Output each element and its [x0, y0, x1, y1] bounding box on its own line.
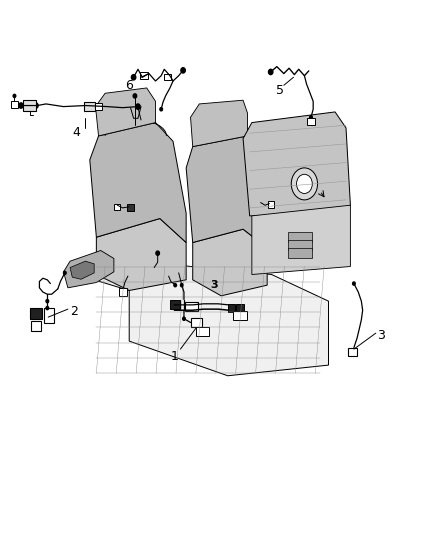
- Polygon shape: [77, 264, 328, 376]
- Circle shape: [174, 284, 177, 287]
- Circle shape: [297, 174, 312, 193]
- Circle shape: [64, 271, 66, 274]
- Bar: [191, 318, 201, 327]
- Bar: [288, 240, 312, 250]
- Circle shape: [136, 104, 140, 109]
- Circle shape: [310, 116, 312, 119]
- Text: 5: 5: [276, 84, 284, 97]
- Text: 3: 3: [210, 280, 218, 290]
- Text: 1: 1: [170, 350, 178, 362]
- Polygon shape: [243, 112, 350, 216]
- Bar: [31, 321, 41, 331]
- Circle shape: [13, 94, 16, 98]
- Circle shape: [183, 317, 185, 320]
- Circle shape: [180, 284, 183, 287]
- Bar: [164, 74, 170, 80]
- Circle shape: [268, 69, 273, 75]
- Circle shape: [156, 251, 159, 255]
- Bar: [196, 327, 209, 336]
- Circle shape: [160, 108, 162, 111]
- Circle shape: [133, 94, 137, 98]
- Polygon shape: [193, 229, 267, 296]
- Circle shape: [46, 300, 49, 303]
- Bar: [170, 301, 180, 309]
- Polygon shape: [70, 261, 94, 279]
- Circle shape: [34, 103, 38, 108]
- Bar: [228, 304, 235, 312]
- Polygon shape: [64, 251, 114, 288]
- Bar: [288, 248, 312, 258]
- Circle shape: [181, 68, 185, 73]
- Text: 3: 3: [377, 329, 385, 342]
- Bar: [140, 72, 148, 79]
- Bar: [23, 100, 36, 111]
- Bar: [185, 302, 198, 311]
- Bar: [95, 103, 102, 110]
- Bar: [236, 304, 244, 312]
- Polygon shape: [252, 205, 350, 274]
- Bar: [119, 288, 127, 296]
- Polygon shape: [96, 219, 186, 290]
- Text: 4: 4: [73, 126, 81, 139]
- Circle shape: [131, 75, 136, 80]
- Polygon shape: [90, 123, 186, 243]
- Bar: [288, 232, 312, 242]
- Bar: [348, 348, 357, 356]
- Polygon shape: [95, 88, 155, 136]
- Bar: [268, 201, 274, 208]
- Circle shape: [291, 168, 318, 200]
- Bar: [30, 308, 42, 319]
- Bar: [127, 204, 134, 211]
- Bar: [233, 311, 247, 320]
- Bar: [84, 102, 95, 111]
- Bar: [11, 101, 18, 108]
- Polygon shape: [186, 136, 274, 248]
- Bar: [44, 308, 54, 323]
- Bar: [307, 118, 315, 125]
- Text: 6: 6: [125, 79, 133, 92]
- Circle shape: [19, 103, 23, 108]
- Circle shape: [46, 306, 49, 310]
- Text: 2: 2: [71, 305, 78, 318]
- Bar: [114, 204, 120, 210]
- Circle shape: [353, 282, 355, 285]
- Polygon shape: [191, 100, 247, 147]
